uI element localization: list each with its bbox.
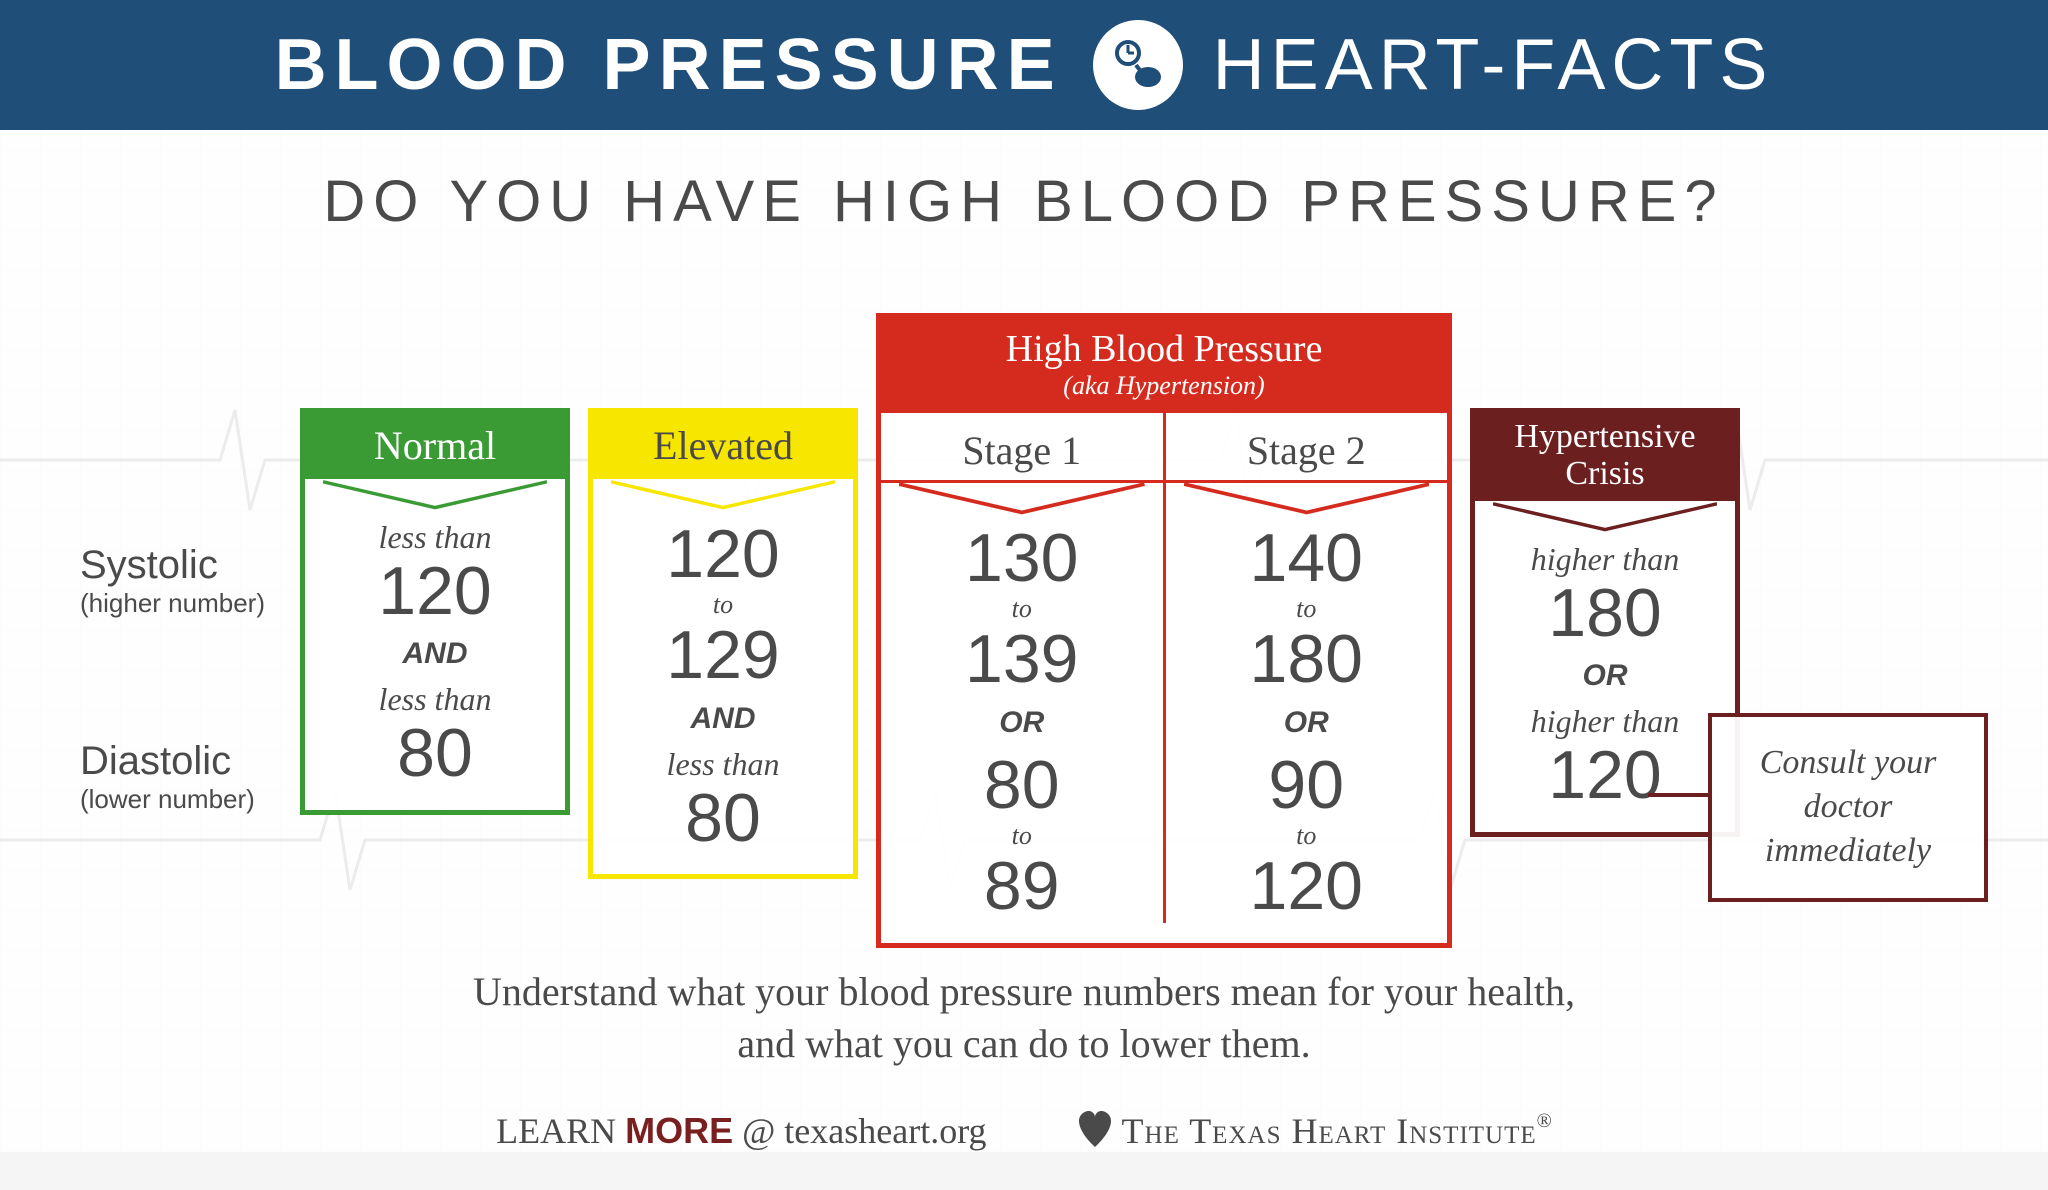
footer-text: Understand what your blood pressure numb… — [0, 966, 2048, 1070]
crisis-callout: Consult your doctor immediately — [1708, 713, 1988, 902]
card-elevated-header: Elevated — [588, 408, 858, 479]
stage1-dia-high: 89 — [891, 851, 1153, 922]
stage2-conjunction: OR — [1176, 706, 1438, 740]
crisis-dia-prefix: higher than — [1485, 703, 1725, 740]
crisis-sys-prefix: higher than — [1485, 541, 1725, 578]
crisis-title-l2: Crisis — [1470, 455, 1740, 492]
normal-dia-prefix: less than — [315, 681, 555, 718]
stage2-sys-high: 180 — [1176, 624, 1438, 695]
stage1-dia-low: 80 — [891, 750, 1153, 821]
stage1-sys-low: 130 — [891, 523, 1153, 594]
stage2-sys-low: 140 — [1176, 523, 1438, 594]
stage2-dia-high: 120 — [1176, 851, 1438, 922]
stage2-dia-low: 90 — [1176, 750, 1438, 821]
systolic-label: Systolic — [80, 543, 280, 588]
hbp-title: High Blood Pressure — [876, 327, 1452, 371]
heart-logo-icon — [1077, 1109, 1113, 1149]
header-title-right: HEART-FACTS — [1213, 24, 1774, 106]
stage2-sys-join: to — [1176, 594, 1438, 624]
chevron-down-icon — [323, 479, 547, 509]
stage1-sys-join: to — [891, 594, 1153, 624]
chevron-down-icon — [1493, 501, 1717, 531]
question-heading: DO YOU HAVE HIGH BLOOD PRESSURE? — [0, 168, 2048, 235]
elevated-dia-prefix: less than — [603, 746, 843, 783]
learn-label: LEARN — [496, 1111, 616, 1151]
elevated-dia-value: 80 — [603, 783, 843, 854]
stage1-sys-high: 139 — [891, 624, 1153, 695]
elevated-sys-join: to — [603, 590, 843, 620]
card-elevated: Elevated 120 to 129 AND less than 80 — [588, 408, 858, 879]
registered-mark: ® — [1537, 1110, 1552, 1132]
learn-more-link[interactable]: LEARN MORE @ texasheart.org — [496, 1110, 986, 1152]
learn-url: @ texasheart.org — [742, 1111, 986, 1151]
elevated-sys-low: 120 — [603, 519, 843, 590]
stage2-dia-join: to — [1176, 821, 1438, 851]
chevron-down-icon — [611, 479, 835, 509]
org-name: The Texas Heart Institute — [1122, 1111, 1537, 1151]
row-labels: Systolic (higher number) Diastolic (lowe… — [80, 543, 280, 815]
crisis-title-l1: Hypertensive — [1470, 418, 1740, 455]
header-title-left: BLOOD PRESSURE — [275, 24, 1063, 106]
header-bar: BLOOD PRESSURE HEART-FACTS — [0, 0, 2048, 130]
stage1-title: Stage 1 — [881, 413, 1163, 483]
normal-dia-value: 80 — [315, 718, 555, 789]
normal-sys-prefix: less than — [315, 519, 555, 556]
footer-line-1: Understand what your blood pressure numb… — [0, 966, 2048, 1018]
card-normal: Normal less than 120 AND less than 80 — [300, 408, 570, 815]
hbp-subtitle: (aka Hypertension) — [876, 371, 1452, 401]
elevated-sys-high: 129 — [603, 620, 843, 691]
card-stage-1: Stage 1 130 to 139 OR 80 to 89 — [881, 413, 1163, 923]
callout-connector — [1648, 793, 1708, 797]
normal-conjunction: AND — [315, 637, 555, 671]
card-high-bp: High Blood Pressure (aka Hypertension) S… — [876, 313, 1452, 948]
stage2-title: Stage 2 — [1166, 413, 1448, 483]
crisis-sys-value: 180 — [1485, 578, 1725, 649]
diastolic-label: Diastolic — [80, 739, 280, 784]
normal-sys-value: 120 — [315, 556, 555, 627]
footer-line-2: and what you can do to lower them. — [0, 1018, 2048, 1070]
bp-cuff-icon — [1093, 20, 1183, 110]
stage1-conjunction: OR — [891, 706, 1153, 740]
org-attribution: The Texas Heart Institute® — [1077, 1109, 1552, 1152]
chevron-down-icon — [899, 483, 1145, 513]
card-crisis: Hypertensive Crisis higher than 180 OR h… — [1470, 408, 1740, 837]
card-high-bp-header: High Blood Pressure (aka Hypertension) — [876, 313, 1452, 413]
diastolic-sublabel: (lower number) — [80, 784, 280, 815]
stage1-dia-join: to — [891, 821, 1153, 851]
card-normal-header: Normal — [300, 408, 570, 479]
crisis-dia-value: 120 — [1485, 740, 1725, 811]
elevated-conjunction: AND — [603, 702, 843, 736]
systolic-sublabel: (higher number) — [80, 588, 280, 619]
bp-chart: Systolic (higher number) Diastolic (lowe… — [0, 313, 2048, 943]
learn-more-row: LEARN MORE @ texasheart.org The Texas He… — [0, 1109, 2048, 1152]
crisis-conjunction: OR — [1485, 659, 1725, 693]
card-crisis-header: Hypertensive Crisis — [1470, 408, 1740, 501]
chevron-down-icon — [1184, 483, 1430, 513]
more-label: MORE — [625, 1110, 733, 1151]
card-stage-2: Stage 2 140 to 180 OR 90 to 120 — [1166, 413, 1448, 923]
